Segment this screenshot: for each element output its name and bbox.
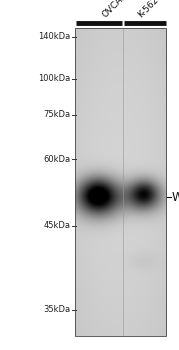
Text: 100kDa: 100kDa: [38, 74, 71, 83]
Text: 75kDa: 75kDa: [43, 110, 71, 119]
Text: OVCAR3: OVCAR3: [100, 0, 133, 19]
Text: 45kDa: 45kDa: [44, 221, 71, 230]
Text: K-562: K-562: [136, 0, 160, 19]
Text: WT1: WT1: [172, 190, 179, 204]
Text: 140kDa: 140kDa: [38, 32, 71, 41]
Bar: [75, 28, 166, 336]
Text: 60kDa: 60kDa: [43, 155, 71, 164]
Text: 35kDa: 35kDa: [43, 305, 71, 314]
